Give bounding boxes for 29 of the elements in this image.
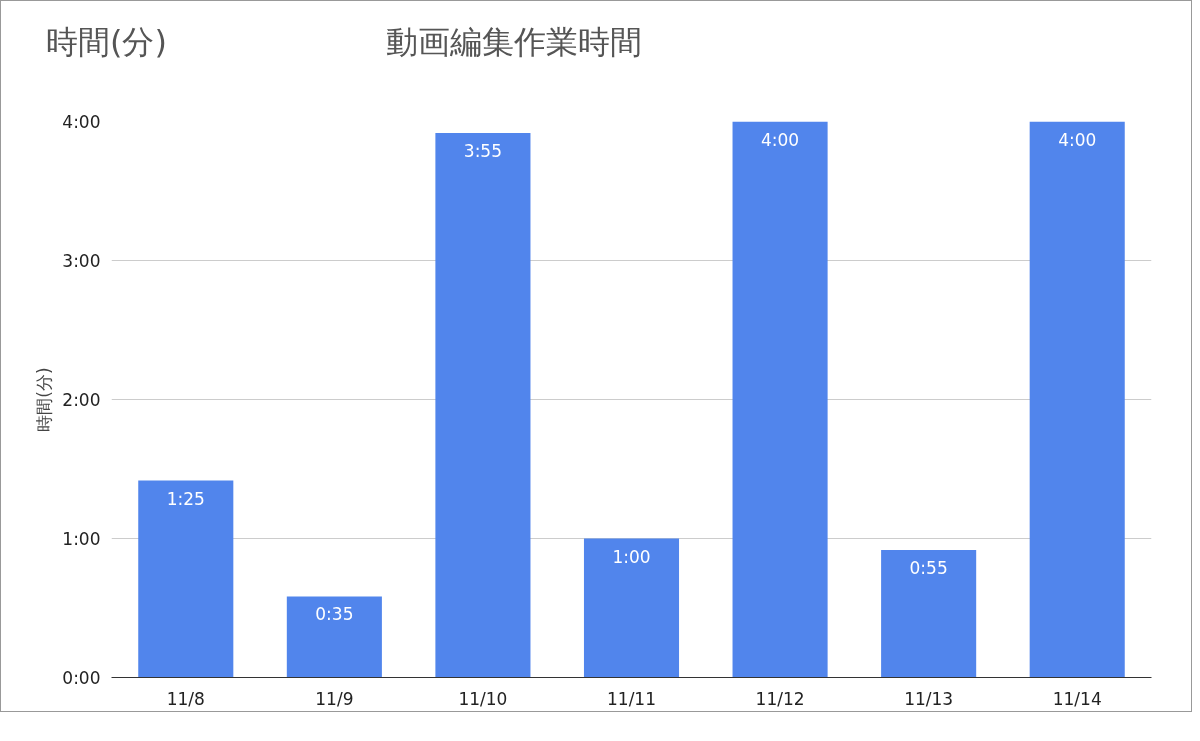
- text: 時間(分): [46, 22, 167, 63]
- y-tick-label: 4:00: [62, 111, 101, 132]
- x-tick-label: 11/9: [315, 688, 354, 709]
- y-tick-label: 2:00: [62, 389, 101, 410]
- x-tick-label: 11/11: [607, 688, 656, 709]
- data-label: 1:25: [166, 488, 205, 509]
- data-label: 1:00: [612, 546, 651, 567]
- bar: [732, 121, 828, 678]
- x-tick-label: 11/14: [1052, 688, 1102, 709]
- data-label: 3:55: [463, 141, 503, 162]
- bar: [1029, 121, 1125, 678]
- data-label: 4:00: [760, 129, 800, 150]
- data-label: 4:00: [1058, 129, 1097, 150]
- x-tick-label: 11/8: [166, 688, 205, 709]
- y-tick-label: 1:00: [62, 528, 101, 549]
- chart-title: 動画編集作業時間: [386, 22, 642, 63]
- data-label: 0:35: [315, 604, 354, 625]
- x-tick-label: 11/10: [458, 688, 508, 709]
- y-tick-label: 0:00: [62, 667, 101, 688]
- bar: [286, 596, 382, 678]
- bar: [881, 550, 977, 678]
- x-tick-label: 11/13: [904, 688, 954, 709]
- y-tick-label: 3:00: [62, 250, 101, 271]
- x-tick-label: 11/12: [755, 688, 805, 709]
- bar: [435, 133, 531, 678]
- y-axis-title: 時間(分): [34, 367, 55, 432]
- bar: [138, 480, 234, 678]
- data-label: 0:55: [909, 558, 948, 579]
- bar: [583, 538, 680, 678]
